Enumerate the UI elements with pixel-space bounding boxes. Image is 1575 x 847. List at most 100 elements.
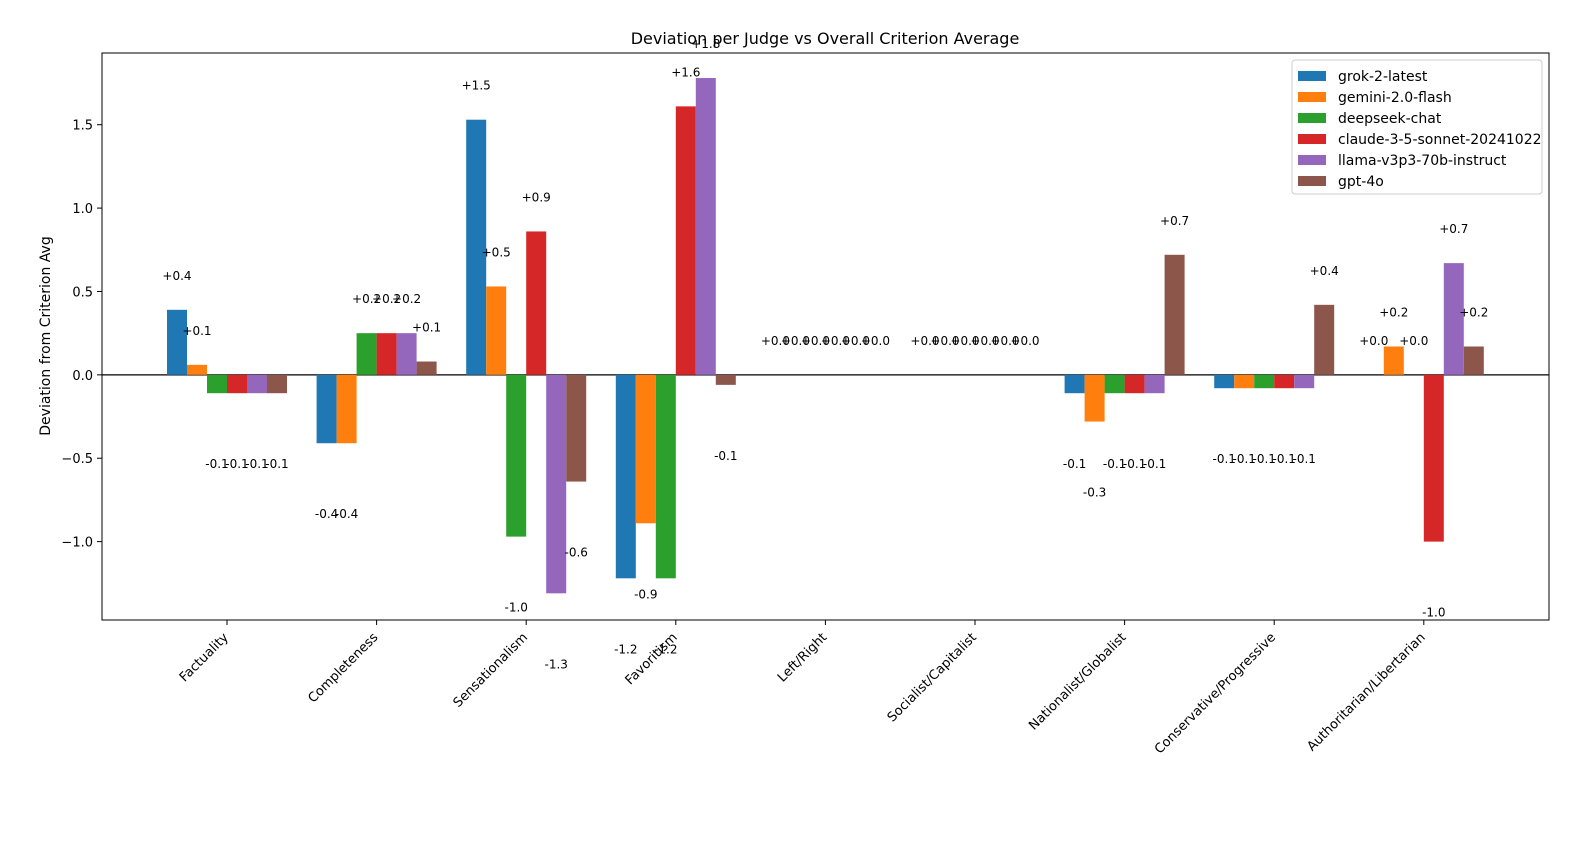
value-label: +0.2	[352, 292, 381, 306]
value-label: -0.1	[1063, 457, 1086, 471]
value-label: +0.2	[1379, 306, 1408, 320]
value-label: +0.7	[1439, 222, 1468, 236]
value-label: -0.1	[1123, 457, 1146, 471]
value-label: +1.6	[671, 65, 700, 79]
bar-deepseek-chat-Favoritism	[655, 374, 676, 579]
value-label: -0.3	[1083, 486, 1106, 500]
value-label: +0.0	[841, 334, 870, 348]
value-label: +0.2	[372, 292, 401, 306]
value-label: +0.0	[950, 334, 979, 348]
bar-gpt-4o-Completeness	[416, 361, 437, 375]
value-label: +1.5	[462, 79, 491, 93]
value-label: +0.7	[1160, 214, 1189, 228]
value-label: -0.1	[205, 457, 228, 471]
value-label: +0.0	[781, 334, 810, 348]
value-label: +0.0	[1399, 334, 1428, 348]
value-label: +0.0	[1359, 334, 1388, 348]
bar-claude-3-5-sonnet-20241022-Sensationalism	[526, 231, 547, 375]
bar-grok-2-latest-Completeness	[316, 374, 337, 444]
bar-llama-v3p3-70b-instruct-Conservative/Progressive	[1294, 374, 1315, 389]
value-label: +0.9	[522, 190, 551, 204]
value-label: +0.1	[182, 324, 211, 338]
bar-grok-2-latest-Factuality	[167, 309, 187, 375]
legend-entry: gpt-4o	[1338, 174, 1384, 190]
bar-llama-v3p3-70b-instruct-Authoritarian/Libertarian	[1443, 263, 1464, 375]
value-label: -0.1	[245, 457, 268, 471]
value-label: -0.1	[1212, 452, 1235, 466]
bar-gpt-4o-Factuality	[267, 374, 287, 394]
value-label: -0.1	[1292, 452, 1315, 466]
value-label: -0.1	[225, 457, 248, 471]
value-label: -0.9	[634, 587, 657, 601]
bar-gpt-4o-Nationalist/Globalist	[1164, 254, 1185, 375]
y-tick-label: 1.0	[72, 202, 93, 217]
bar-gpt-4o-Authoritarian/Libertarian	[1463, 346, 1484, 375]
y-tick-label: 0.5	[72, 285, 93, 300]
bar-grok-2-latest-Conservative/Progressive	[1214, 374, 1235, 389]
bar-deepseek-chat-Conservative/Progressive	[1254, 374, 1275, 389]
bar-claude-3-5-sonnet-20241022-Nationalist/Globalist	[1124, 374, 1145, 394]
bar-llama-v3p3-70b-instruct-Factuality	[247, 374, 267, 394]
bar-deepseek-chat-Nationalist/Globalist	[1104, 374, 1125, 394]
value-labels-layer: +0.4-0.4+1.5-1.2+0.0 +0.0-0.1 -0.1+0.0+0.1…	[162, 37, 1488, 671]
bar-llama-v3p3-70b-instruct-Favoritism	[695, 78, 716, 375]
value-label: +0.0	[930, 334, 959, 348]
value-label: +0.0	[801, 334, 830, 348]
bar-llama-v3p3-70b-instruct-Completeness	[396, 333, 417, 375]
value-label: -0.1	[1272, 452, 1295, 466]
legend-box	[1291, 59, 1543, 195]
value-label: +0.1	[412, 321, 441, 335]
value-label: -1.2	[614, 642, 637, 656]
value-label: +0.5	[482, 245, 511, 259]
value-label: +0.0	[821, 334, 850, 348]
y-axis-label: Deviation from Criterion Avg	[38, 236, 54, 435]
value-label: -0.1	[265, 457, 288, 471]
bar-deepseek-chat-Factuality	[207, 374, 227, 394]
bar-gemini-2.0-flash-Factuality	[187, 364, 207, 375]
value-label: +0.2	[392, 292, 421, 306]
legend-swatch	[1298, 155, 1326, 165]
legend-entry: claude-3-5-sonnet-20241022	[1338, 132, 1542, 148]
chart-title: Deviation per Judge vs Overall Criterion…	[631, 29, 1020, 48]
value-label: -0.6	[564, 546, 587, 560]
bar-gemini-2.0-flash-Nationalist/Globalist	[1084, 374, 1105, 422]
value-label: +0.0	[861, 334, 890, 348]
bar-claude-3-5-sonnet-20241022-Factuality	[227, 374, 247, 394]
y-tick-label: −1.0	[61, 536, 93, 551]
bar-gemini-2.0-flash-Conservative/Progressive	[1234, 374, 1255, 389]
bar-claude-3-5-sonnet-20241022-Completeness	[376, 333, 397, 375]
value-label: -0.1	[1232, 452, 1255, 466]
value-label: +0.0	[761, 334, 790, 348]
legend-swatch	[1298, 92, 1326, 102]
bar-gemini-2.0-flash-Completeness	[336, 374, 357, 444]
value-label: +0.0	[1010, 334, 1039, 348]
value-label: +0.4	[162, 269, 191, 283]
value-label: -1.2	[654, 642, 677, 656]
bar-gemini-2.0-flash-Favoritism	[635, 374, 656, 524]
bar-grok-2-latest-Nationalist/Globalist	[1064, 374, 1085, 394]
bar-deepseek-chat-Completeness	[356, 333, 377, 375]
bar-claude-3-5-sonnet-20241022-Conservative/Progressive	[1274, 374, 1295, 389]
value-label: -0.1	[1252, 452, 1275, 466]
value-label: +0.0	[970, 334, 999, 348]
legend-entry: llama-v3p3-70b-instruct	[1338, 153, 1507, 169]
y-tick-label: 0.0	[72, 369, 93, 384]
bar-claude-3-5-sonnet-20241022-Authoritarian/Libertarian	[1423, 374, 1444, 542]
bar-deepseek-chat-Sensationalism	[506, 374, 527, 537]
legend-entry: grok-2-latest	[1338, 69, 1428, 85]
bar-grok-2-latest-Favoritism	[615, 374, 636, 579]
legend-entry: deepseek-chat	[1338, 111, 1442, 127]
value-label: -0.1	[1103, 457, 1126, 471]
bar-claude-3-5-sonnet-20241022-Favoritism	[675, 106, 696, 375]
bar-llama-v3p3-70b-instruct-Sensationalism	[546, 374, 567, 594]
value-label: +0.0	[910, 334, 939, 348]
legend: grok-2-latest gemini-2.0-flash deepseek-ch…	[1291, 59, 1543, 195]
value-label: -0.4	[335, 507, 358, 521]
legend-entry: gemini-2.0-flash	[1338, 90, 1452, 106]
y-tick-label: −0.5	[61, 452, 93, 467]
legend-swatch	[1298, 176, 1326, 186]
bar-gpt-4o-Conservative/Progressive	[1314, 304, 1335, 375]
value-label: -1.0	[504, 601, 527, 615]
bar-gemini-2.0-flash-Authoritarian/Libertarian	[1383, 346, 1404, 375]
